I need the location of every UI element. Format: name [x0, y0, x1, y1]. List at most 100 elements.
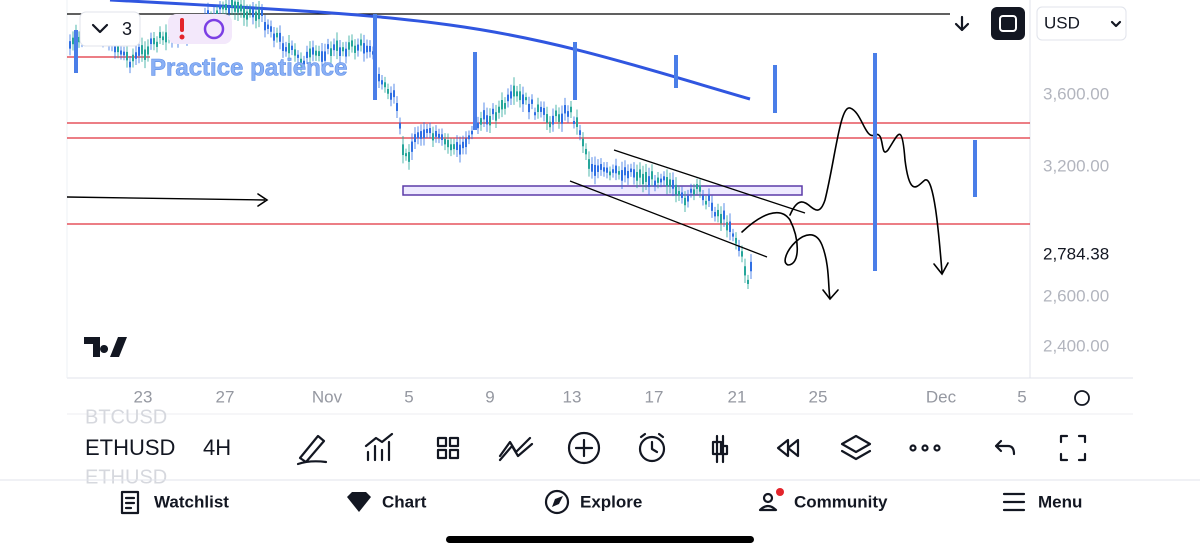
candle-body — [597, 165, 599, 172]
candle-body — [699, 185, 701, 192]
currency-select[interactable] — [1036, 6, 1127, 41]
time-label: 5 — [404, 387, 413, 406]
scroll-down-button[interactable] — [954, 15, 970, 32]
candle-body — [708, 194, 710, 201]
candle-body — [258, 9, 260, 20]
bar-type-tool[interactable] — [711, 434, 729, 464]
interval[interactable]: 4H — [203, 435, 231, 460]
compare-tool[interactable] — [498, 436, 534, 462]
candle-body — [114, 45, 116, 53]
more-tool[interactable] — [909, 444, 917, 452]
candle-body — [348, 42, 350, 50]
nav-item[interactable]: Menu — [1038, 492, 1082, 511]
candle-body — [621, 170, 623, 181]
fullscreen-tool[interactable] — [1059, 434, 1087, 462]
current-price-label: 2,784.38 — [1043, 244, 1109, 263]
candle-body — [456, 142, 458, 151]
candle-body — [306, 51, 308, 58]
indicators-tool[interactable] — [364, 432, 394, 462]
candle-body — [588, 159, 590, 169]
candle-body — [153, 38, 155, 45]
nav-item[interactable]: Community — [794, 492, 888, 511]
candle-body — [576, 117, 578, 127]
indicator-toggle[interactable] — [79, 11, 141, 47]
candle-body — [216, 10, 218, 15]
candle-body — [714, 212, 716, 217]
candle-body — [312, 47, 314, 55]
candle-body — [681, 192, 683, 198]
candle-body — [228, 6, 230, 14]
candle-body — [516, 91, 518, 97]
candle-body — [261, 10, 263, 16]
candle-body — [477, 122, 479, 129]
candle-body — [381, 80, 383, 85]
candle-body — [663, 176, 665, 181]
candle-body — [393, 90, 395, 98]
nav-item[interactable]: Explore — [580, 492, 642, 511]
candle-body — [591, 163, 593, 172]
candle-body — [117, 45, 119, 53]
candle-body — [666, 177, 668, 187]
watchlist-icon — [120, 490, 140, 515]
candle-body — [444, 138, 446, 145]
time-label: 25 — [809, 387, 828, 406]
candle-body — [414, 134, 416, 143]
candle-body — [504, 103, 506, 109]
candle-body — [450, 144, 452, 151]
candle-body — [321, 51, 323, 62]
candle-body — [438, 133, 440, 139]
candle-body — [639, 169, 641, 178]
chart-area: Practice patience — [66, 0, 1133, 379]
replay-tool[interactable] — [776, 438, 800, 458]
candle-body — [594, 164, 596, 176]
projection-arrow — [822, 289, 839, 301]
candle-body — [744, 266, 746, 276]
candle-body — [462, 141, 464, 149]
candle-body — [522, 94, 524, 105]
nav-item[interactable]: Chart — [382, 492, 427, 511]
candle-body — [129, 61, 131, 68]
more-tool-dot — [921, 444, 929, 452]
nav-item[interactable]: Watchlist — [154, 492, 229, 511]
candle-body — [624, 167, 626, 176]
candle-body — [429, 128, 431, 134]
candle-body — [354, 45, 356, 53]
alert-icon-dot — [179, 34, 185, 40]
candle-body — [330, 48, 332, 56]
candle-body — [558, 114, 560, 122]
fullscreen-button[interactable] — [991, 7, 1025, 40]
candle-body — [546, 114, 548, 123]
projection-drawing — [789, 107, 943, 273]
candle-body — [132, 54, 134, 62]
candle-body — [366, 45, 368, 53]
time-label: 9 — [485, 387, 494, 406]
draw-tool[interactable] — [296, 434, 328, 466]
candle-body — [411, 141, 413, 152]
candle-body — [285, 47, 287, 52]
channel-line — [569, 180, 768, 258]
indicator-count: 3 — [122, 19, 132, 39]
candle-body — [528, 103, 530, 113]
undo-tool[interactable] — [994, 439, 1016, 456]
price-label: 3,600.00 — [1043, 84, 1109, 103]
candle-body — [549, 121, 551, 128]
layouts-tool[interactable] — [436, 436, 460, 460]
candle-body — [729, 221, 731, 232]
add-tool[interactable] — [567, 431, 601, 465]
candle-body — [315, 50, 317, 56]
candle-body — [720, 213, 722, 224]
symbol[interactable]: ETHUSD — [85, 435, 175, 460]
candle-body — [684, 197, 686, 206]
candle-body — [417, 132, 419, 139]
layers-tool[interactable] — [840, 434, 872, 461]
time-label: 17 — [645, 387, 664, 406]
alert-tool[interactable] — [638, 435, 666, 463]
candle-body — [690, 188, 692, 193]
settings-button[interactable] — [1074, 390, 1090, 406]
candle-body — [288, 43, 290, 54]
symbol-above: BTCUSD — [85, 406, 167, 428]
candle-body — [396, 103, 398, 112]
candle-body — [279, 32, 281, 42]
candle-body — [492, 108, 494, 115]
candle-body — [408, 152, 410, 162]
